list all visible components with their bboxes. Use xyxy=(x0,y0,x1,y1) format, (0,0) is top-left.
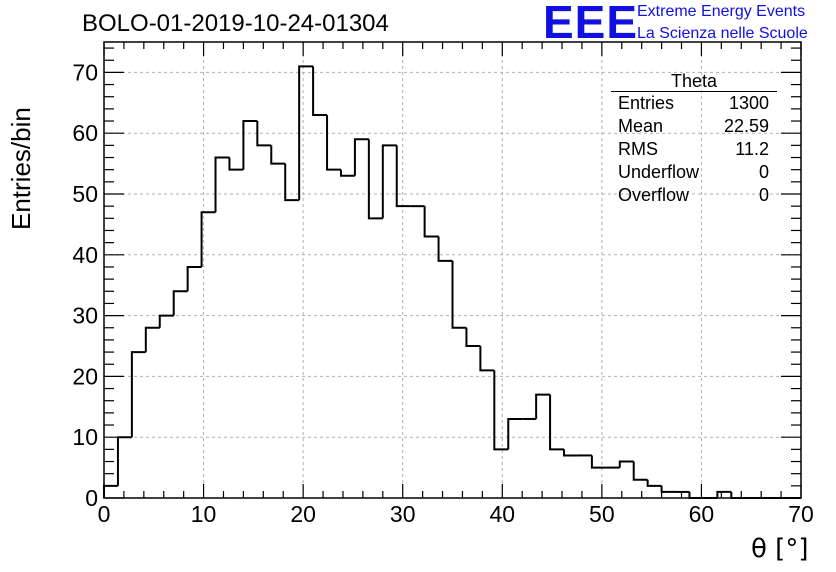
histogram-bin xyxy=(632,461,648,481)
stats-value: 22.59 xyxy=(723,116,769,136)
histogram-bin xyxy=(116,436,132,486)
histogram-bin xyxy=(563,449,578,457)
stats-value: 1300 xyxy=(728,93,769,113)
histogram-bin xyxy=(493,370,509,451)
histogram-bin xyxy=(423,206,439,238)
histogram-bin xyxy=(298,65,314,201)
stats-value: 0 xyxy=(758,162,769,182)
y-axis-label-wrap: Entries/bin xyxy=(4,107,44,230)
histogram-bin xyxy=(339,169,355,177)
x-tick-label: 30 xyxy=(390,501,416,527)
histogram-bin xyxy=(158,314,174,328)
tick-labels: 0 10 20 30 40 50 60 70 0 10 20 30 40 50 60 70 xyxy=(72,59,813,527)
y-tick-label: 60 xyxy=(72,120,98,146)
x-axis-label: θ [°] xyxy=(751,534,809,564)
histogram-bin xyxy=(326,114,341,171)
histogram-bin xyxy=(172,290,188,316)
y-tick-label: 50 xyxy=(72,181,98,207)
histogram-bin xyxy=(590,455,606,469)
stats-row-rms: RMS 11.2 xyxy=(611,138,777,161)
logo-line-1: Extreme Energy Events xyxy=(637,3,806,20)
chart-title: BOLO-01-2019-10-24-01304 xyxy=(82,10,389,37)
histogram-bin xyxy=(242,120,258,170)
stats-box: Theta Entries 1300 Mean 22.59 RMS 11.2 U… xyxy=(611,71,777,207)
y-axis-label: Entries/bin xyxy=(6,107,36,230)
y-tick-label: 30 xyxy=(72,303,98,329)
x-tick-label: 40 xyxy=(489,501,515,527)
histogram-bin xyxy=(660,485,676,493)
histogram-bin xyxy=(270,145,286,165)
histogram-bin xyxy=(646,479,662,487)
histogram-bin xyxy=(284,163,300,202)
histogram-bin xyxy=(479,346,495,372)
histogram-bin xyxy=(465,327,481,347)
plot-frame xyxy=(103,41,802,499)
eee-logo: EEE xyxy=(543,0,639,48)
stats-value: 11.2 xyxy=(735,139,769,159)
histogram-bin xyxy=(256,121,272,147)
logo-line-2: La Scienza nelle Scuole xyxy=(637,25,808,42)
x-tick-label: 60 xyxy=(689,501,715,527)
histogram-bin xyxy=(716,490,732,498)
stats-key: Entries xyxy=(618,93,675,113)
histogram-bin xyxy=(367,139,383,220)
histogram-bin xyxy=(103,484,118,498)
histogram-bin xyxy=(549,394,565,451)
histogram-bin xyxy=(535,393,551,419)
histogram-bin xyxy=(451,260,467,329)
stats-key: Mean xyxy=(618,116,664,136)
plot-border xyxy=(103,41,802,499)
x-tick-label: 0 xyxy=(98,501,111,527)
stats-row-mean: Mean 22.59 xyxy=(611,115,777,138)
stats-key: RMS xyxy=(618,139,658,159)
y-tick-label: 70 xyxy=(72,59,98,85)
x-tick-label: 20 xyxy=(290,501,316,527)
stats-title: Theta xyxy=(611,71,777,92)
stats-row-entries: Entries 1300 xyxy=(611,92,777,115)
histogram-bin xyxy=(228,157,244,171)
y-tick-label: 20 xyxy=(72,363,98,389)
histogram-bin xyxy=(353,138,369,176)
x-tick-label: 70 xyxy=(788,501,814,527)
histogram-bin xyxy=(144,326,160,353)
y-tick-label: 10 xyxy=(72,424,98,450)
x-tick-label: 50 xyxy=(589,501,615,527)
histogram-bin xyxy=(437,236,453,262)
histogram-bin xyxy=(130,351,146,438)
histogram-bin xyxy=(618,460,634,468)
stats-key: Underflow xyxy=(618,162,700,182)
y-tick-label: 0 xyxy=(85,485,98,511)
axis-ticks xyxy=(103,42,802,499)
x-tick-label: 10 xyxy=(191,501,217,527)
stats-value: 0 xyxy=(758,185,769,205)
histogram-bin xyxy=(395,145,411,208)
histogram-bin xyxy=(214,156,230,213)
histogram-bin xyxy=(381,144,397,219)
stats-row-overflow: Overflow 0 xyxy=(611,184,777,207)
stats-key: Overflow xyxy=(618,185,690,205)
y-tick-label: 40 xyxy=(72,242,98,268)
histogram-bin xyxy=(507,417,523,450)
histogram-bin xyxy=(200,211,216,267)
stats-row-underflow: Underflow 0 xyxy=(611,161,777,184)
histogram-bin xyxy=(186,265,202,292)
histogram-bin xyxy=(730,491,746,499)
histogram-series xyxy=(103,65,801,499)
histogram-bin xyxy=(312,66,328,116)
grid-lines xyxy=(104,42,801,498)
